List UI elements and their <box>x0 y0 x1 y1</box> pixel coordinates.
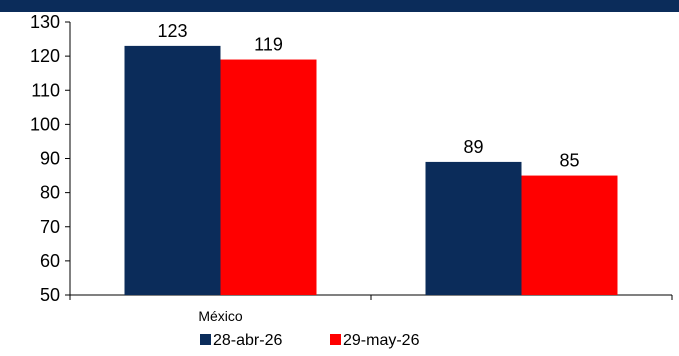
y-tick-label: 110 <box>31 80 60 100</box>
y-tick-label: 130 <box>30 12 60 32</box>
bar-value-label: 123 <box>157 21 187 41</box>
y-axis: 50 60 70 80 90 100 110 120 130 <box>30 12 71 305</box>
bar-value-label: 89 <box>463 137 483 157</box>
y-tick-label: 50 <box>40 285 60 305</box>
y-tick-label: 90 <box>40 149 60 169</box>
bar <box>425 161 522 295</box>
x-category-label: México <box>198 308 243 324</box>
chart-header-bar <box>0 0 679 12</box>
y-tick-label: 60 <box>40 251 60 271</box>
legend-swatch <box>330 334 341 345</box>
legend-label: 28-abr-26 <box>213 332 282 349</box>
legend-swatch <box>200 334 211 345</box>
bars-group <box>124 45 618 296</box>
bar-value-label: 85 <box>559 151 579 171</box>
y-tick-label: 70 <box>40 217 60 237</box>
x-axis: México <box>69 294 673 324</box>
legend: 28-abr-26 29-may-26 <box>200 332 420 349</box>
bar <box>521 175 618 295</box>
bar-value-label: 119 <box>254 35 283 55</box>
y-tick-label: 100 <box>30 114 60 134</box>
y-tick-label: 80 <box>40 183 60 203</box>
legend-label: 29-may-26 <box>343 332 420 349</box>
data-labels-group: 123 119 89 85 <box>157 21 579 171</box>
y-tick-label: 120 <box>30 46 60 66</box>
bar <box>124 45 221 296</box>
bar <box>220 59 317 295</box>
